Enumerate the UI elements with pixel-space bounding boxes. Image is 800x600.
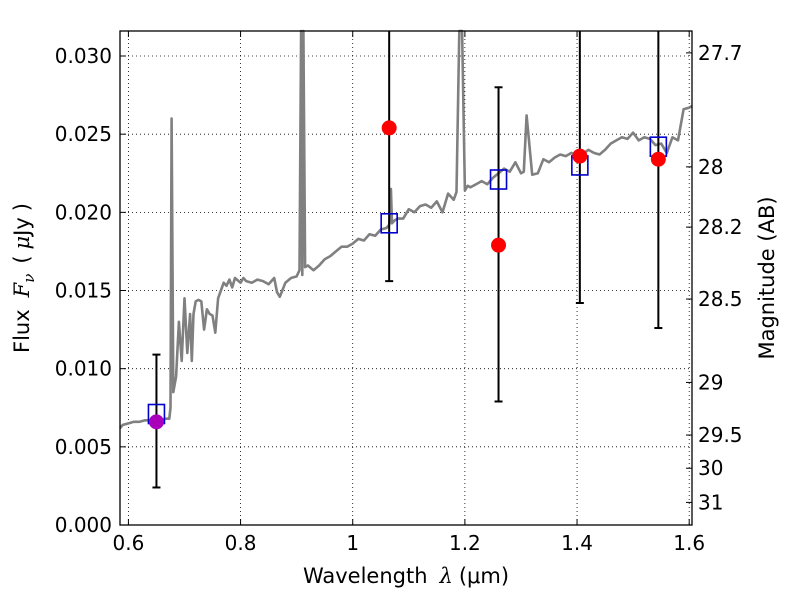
y2-tick-label: 31 xyxy=(698,490,723,514)
model-point xyxy=(380,212,398,234)
y-tick-label: 0.000 xyxy=(55,513,112,537)
x-tick-label: 1.2 xyxy=(449,531,481,555)
y2-tick-label: 27.7 xyxy=(698,41,743,65)
x-tick-label: 0.8 xyxy=(225,531,257,555)
y-tick-label: 0.030 xyxy=(55,44,112,68)
y-tick-label: 0.025 xyxy=(55,122,112,146)
y2-axis-title: Magnitude (AB) xyxy=(755,196,779,359)
y2-tick-label: 28.5 xyxy=(698,287,743,311)
y-tick-label: 0.020 xyxy=(55,200,112,224)
plot-frame xyxy=(119,30,693,526)
x-tick-label: 0.6 xyxy=(113,531,145,555)
grid xyxy=(120,31,692,526)
x-tick-label: 1.6 xyxy=(673,531,705,555)
x-tick-label: 1.4 xyxy=(561,531,593,555)
y-tick-label: 0.010 xyxy=(55,357,112,381)
observed-point xyxy=(572,148,588,164)
errorbar-layer xyxy=(152,31,663,489)
spectrum-line xyxy=(119,29,693,429)
observed-point xyxy=(491,237,507,253)
y-tick-label: 0.005 xyxy=(55,435,112,459)
y2-tick-label: 30 xyxy=(698,456,723,480)
model-point xyxy=(489,169,508,190)
observed-point xyxy=(148,414,164,430)
observed-point xyxy=(650,151,666,167)
y2-tick-label: 29.5 xyxy=(698,423,743,447)
y-axis-ticks: 0.000 0.005 0.010 0.015 0.020 0.025 0.030 xyxy=(55,44,126,537)
observed-layer xyxy=(148,120,666,430)
y2-axis-ticks: 27.7 28 28.2 28.5 29 29.5 30 31 xyxy=(686,41,743,514)
y2-tick-label: 28.2 xyxy=(698,215,743,239)
y2-tick-label: 28 xyxy=(698,155,723,179)
x-axis-title: Wavelength λ (μm) xyxy=(303,564,509,588)
y-tick-label: 0.015 xyxy=(55,279,112,303)
x-tick-label: 1 xyxy=(346,531,359,555)
y2-tick-label: 29 xyxy=(698,370,723,394)
y-axis-title: FluxFν(μJy) xyxy=(10,203,38,353)
spectrum-layer xyxy=(119,29,693,429)
x-axis-ticks: 0.6 0.8 1 1.2 1.4 1.6 xyxy=(113,31,705,555)
model-layer xyxy=(147,136,668,425)
observed-point xyxy=(381,120,397,136)
